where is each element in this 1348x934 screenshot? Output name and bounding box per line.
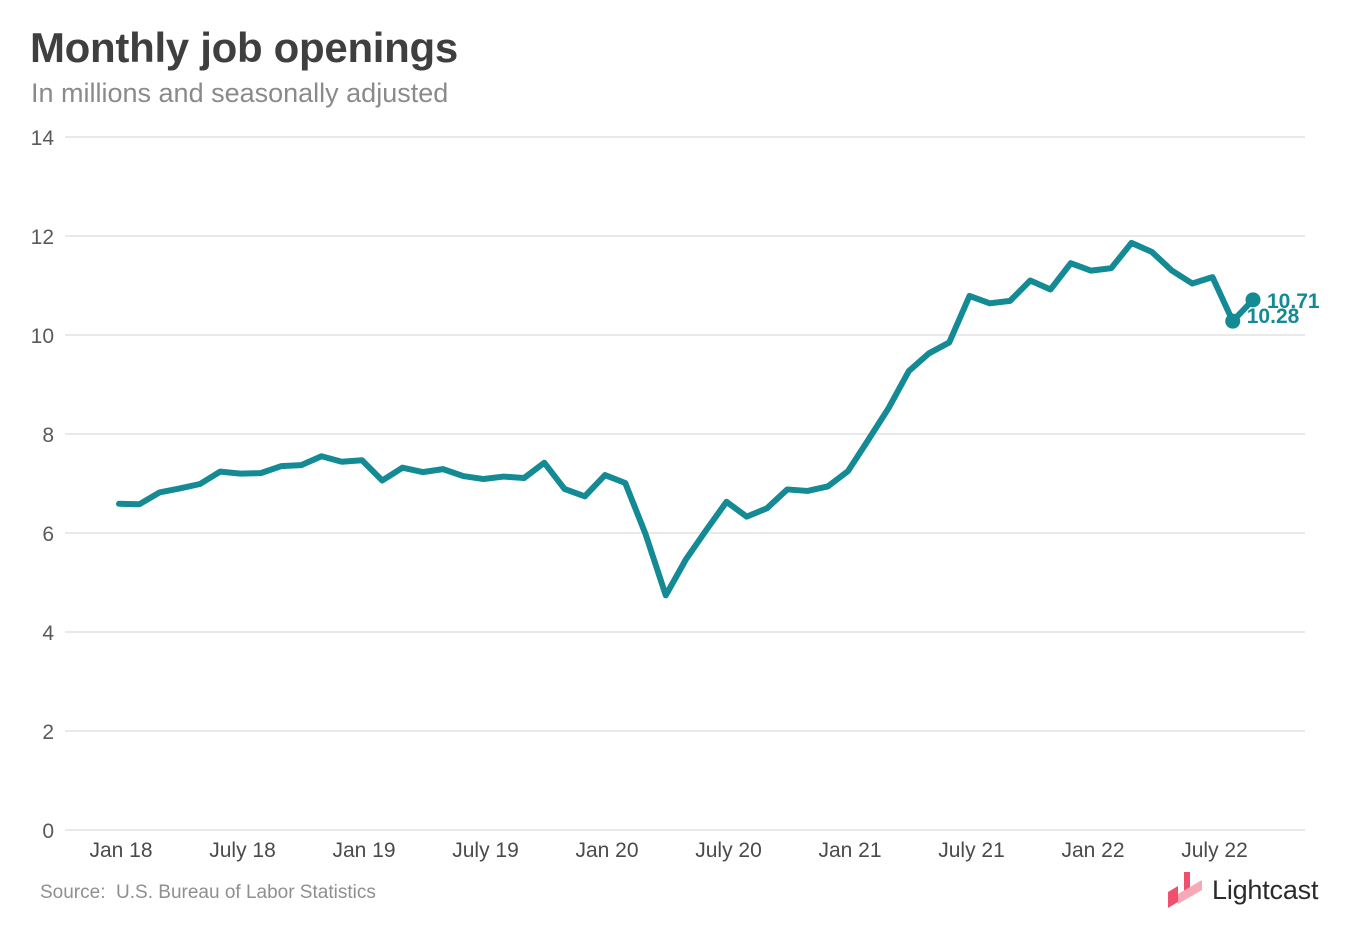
x-tick-label: July 18 (209, 839, 276, 862)
x-tick-label: July 21 (938, 839, 1005, 862)
y-tick-label: 6 (42, 523, 54, 546)
x-tick-label: Jan 18 (89, 839, 152, 862)
y-tick-label: 0 (42, 820, 54, 843)
y-tick-label: 14 (31, 127, 55, 150)
gridlines (65, 136, 1305, 831)
x-tick-label: July 22 (1181, 839, 1248, 862)
x-tick-label: Jan 20 (575, 839, 638, 862)
data-label: 10.71 (1267, 290, 1320, 313)
source-note: Source: U.S. Bureau of Labor Statistics (40, 882, 376, 903)
series-layer (116, 239, 1256, 599)
brand-name: Lightcast (1212, 874, 1319, 905)
lightcast-logo-icon (1168, 872, 1202, 908)
x-tick-label: Jan 19 (332, 839, 395, 862)
data-label: 10.28 (1247, 305, 1300, 328)
data-point-marker (1245, 292, 1261, 308)
x-tick-label: Jan 21 (818, 839, 881, 862)
y-tick-label: 10 (31, 325, 54, 348)
y-tick-label: 4 (42, 622, 54, 645)
chart-subtitle: In millions and seasonally adjusted (31, 78, 449, 108)
y-tick-label: 8 (42, 424, 54, 447)
x-axis-ticks: Jan 18 July 18 Jan 19 July 19 Jan 20 July 20 J… (89, 839, 1247, 862)
y-tick-label: 12 (31, 226, 54, 249)
x-tick-label: July 20 (695, 839, 762, 862)
chart-title: Monthly job openings (30, 24, 458, 71)
x-tick-label: Jan 22 (1061, 839, 1124, 862)
data-point-marker (1225, 313, 1241, 329)
y-axis-ticks: 0 2 4 6 8 10 12 14 (31, 127, 55, 843)
series-line (116, 239, 1256, 599)
y-tick-label: 2 (42, 721, 54, 744)
x-tick-label: July 19 (452, 839, 519, 862)
brand-logo: Lightcast (1166, 870, 1318, 910)
